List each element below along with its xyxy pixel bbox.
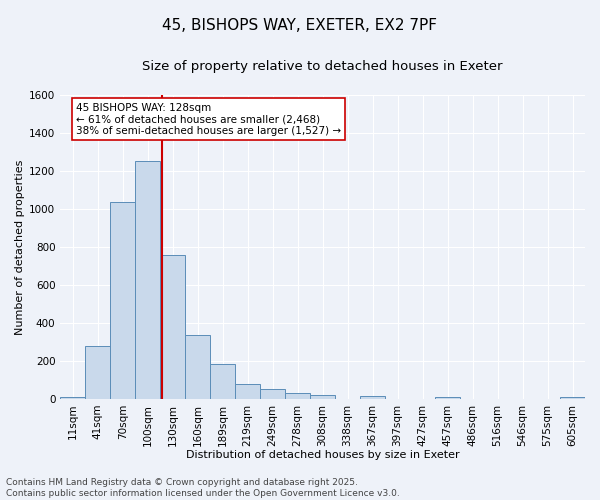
Text: 45, BISHOPS WAY, EXETER, EX2 7PF: 45, BISHOPS WAY, EXETER, EX2 7PF	[163, 18, 437, 32]
Bar	[560, 396, 585, 399]
X-axis label: Distribution of detached houses by size in Exeter: Distribution of detached houses by size …	[186, 450, 460, 460]
Bar	[160, 256, 185, 399]
Bar	[435, 396, 460, 399]
Bar	[135, 162, 160, 399]
Text: 45 BISHOPS WAY: 128sqm
← 61% of detached houses are smaller (2,468)
38% of semi-: 45 BISHOPS WAY: 128sqm ← 61% of detached…	[76, 102, 341, 136]
Text: Contains HM Land Registry data © Crown copyright and database right 2025.
Contai: Contains HM Land Registry data © Crown c…	[6, 478, 400, 498]
Title: Size of property relative to detached houses in Exeter: Size of property relative to detached ho…	[142, 60, 503, 73]
Bar	[110, 202, 135, 399]
Bar	[360, 396, 385, 399]
Bar	[85, 346, 110, 399]
Bar	[260, 390, 285, 399]
Bar	[60, 397, 85, 399]
Bar	[210, 364, 235, 399]
Bar	[185, 335, 210, 399]
Y-axis label: Number of detached properties: Number of detached properties	[15, 159, 25, 334]
Bar	[310, 395, 335, 399]
Bar	[285, 393, 310, 399]
Bar	[235, 384, 260, 399]
